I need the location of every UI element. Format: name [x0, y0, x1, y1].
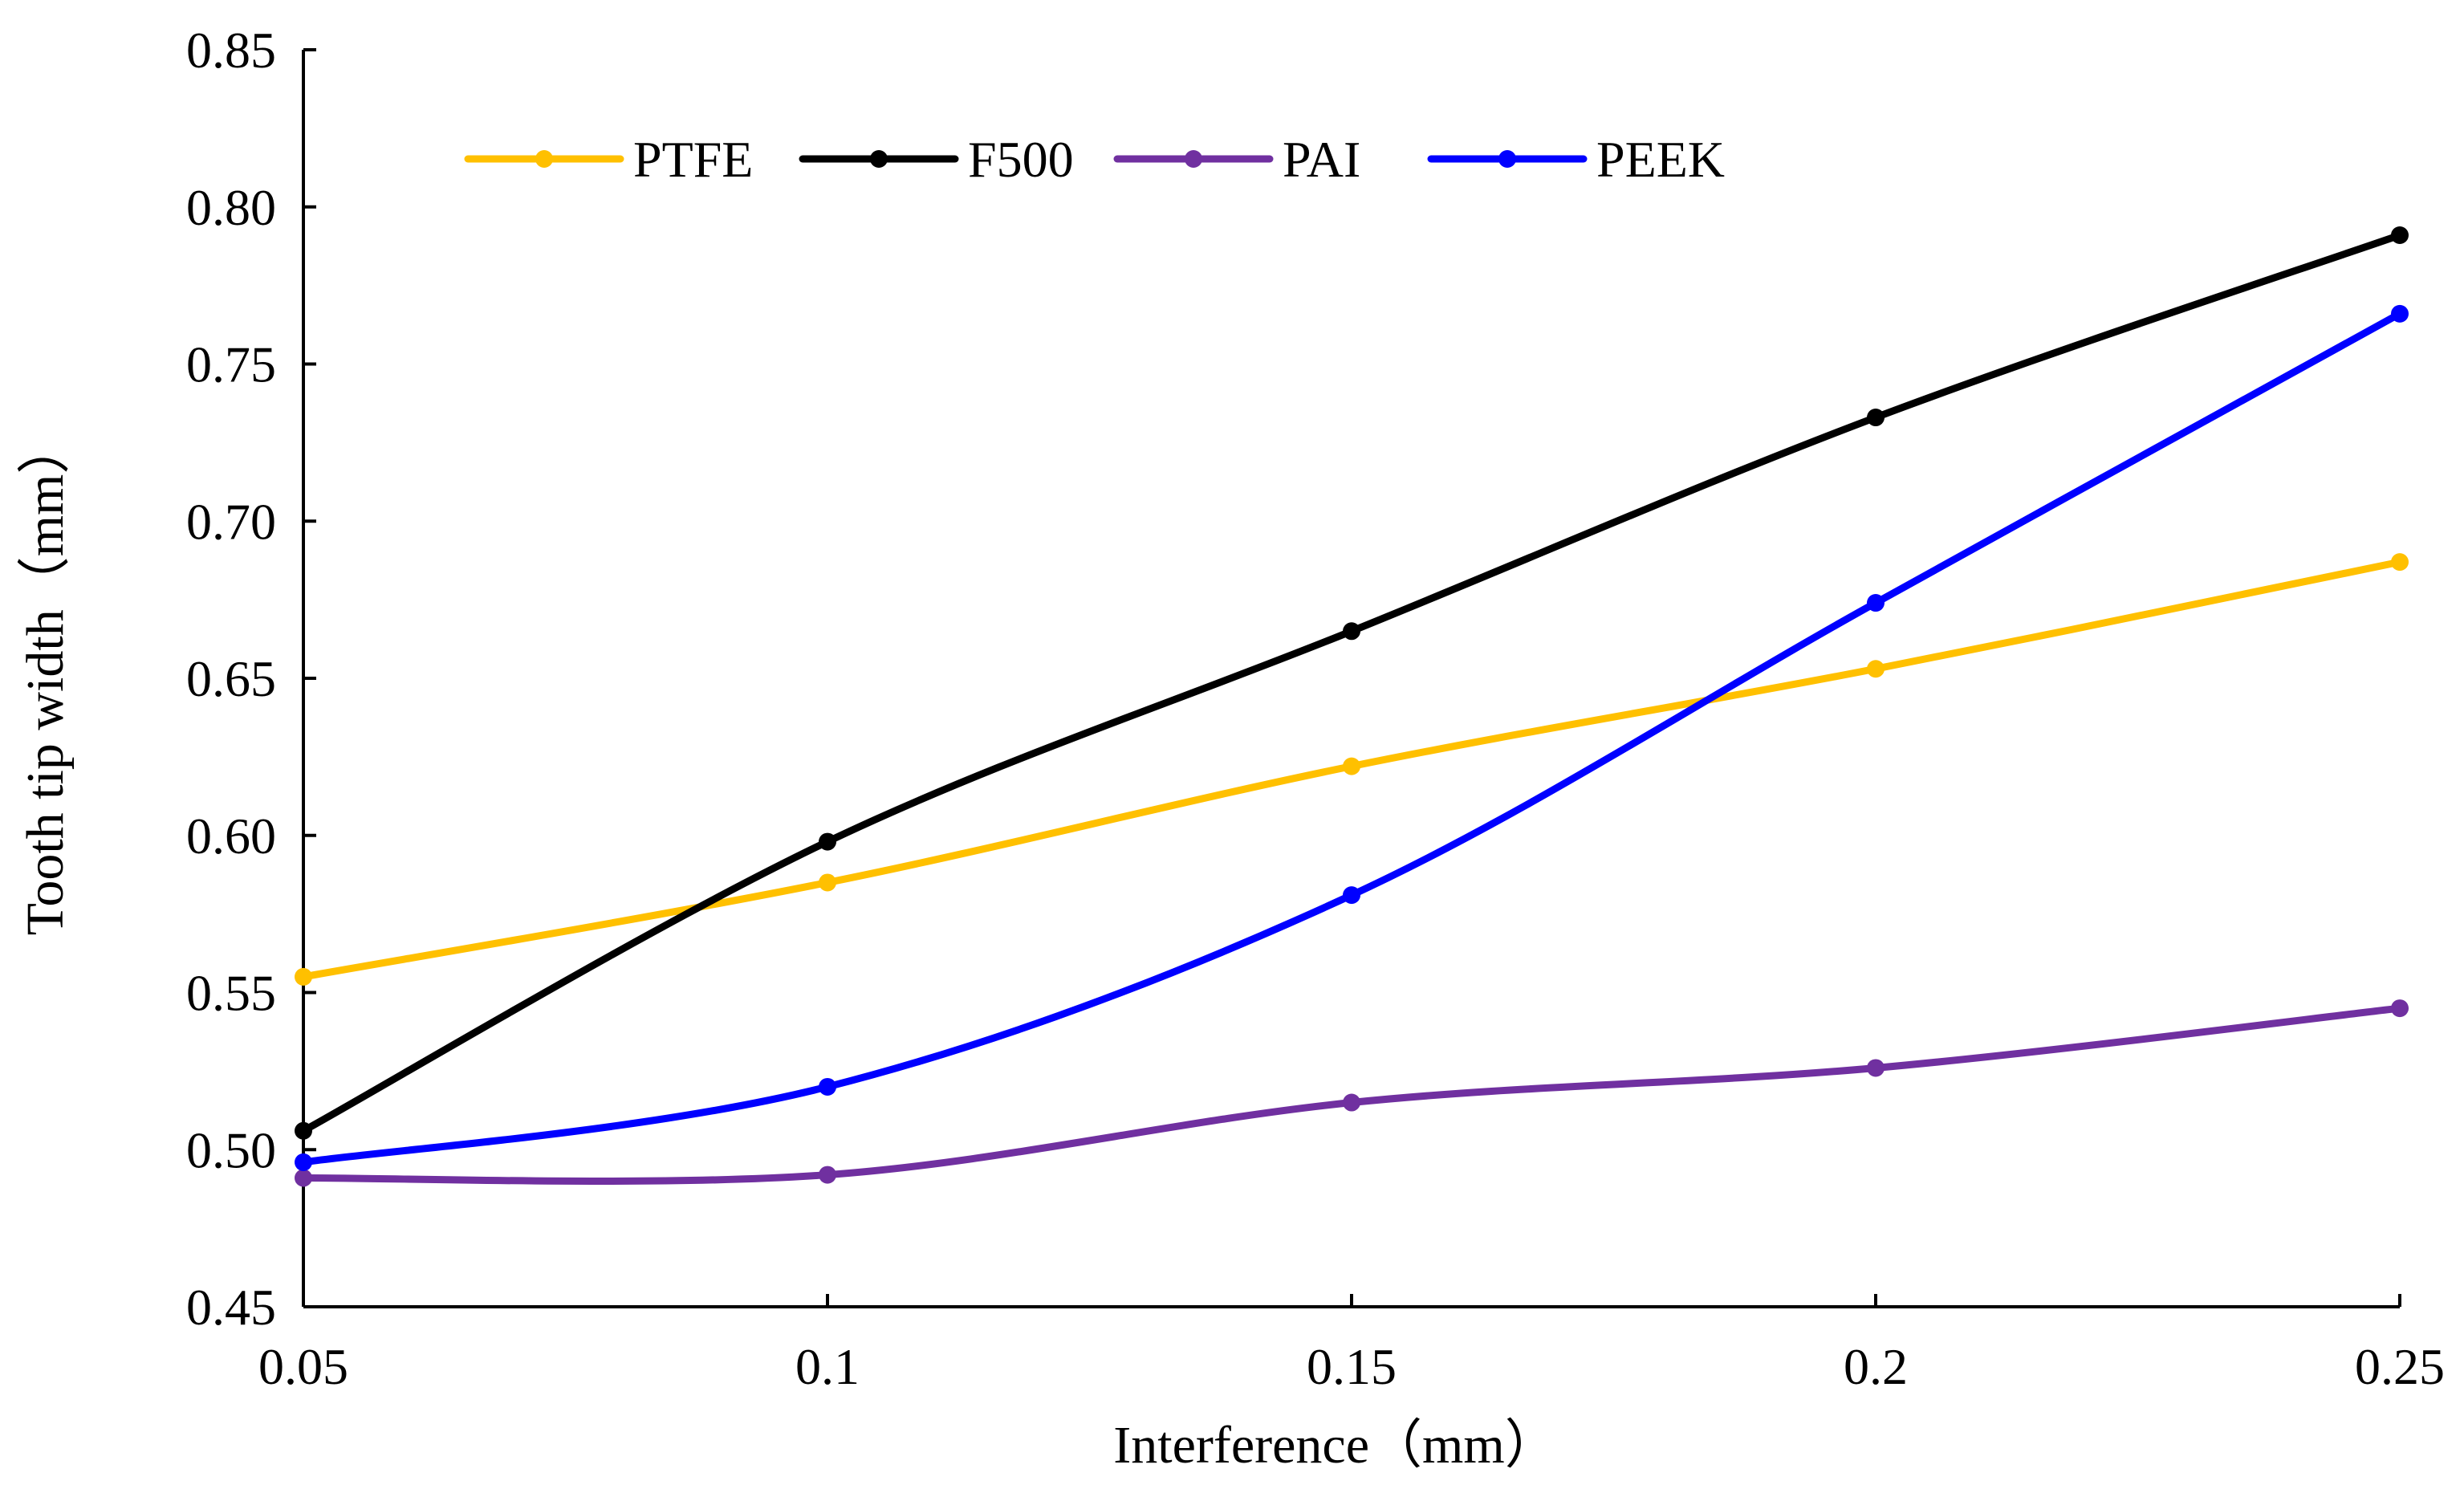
y-axis-title: Tooth tip width（mm）: [16, 421, 75, 936]
data-point-pai: [819, 1166, 836, 1184]
y-tick-label: 0.75: [186, 336, 276, 393]
y-ticks: 0.45 0.50 0.55 0.60 0.65 0.70 0.75 0.80 0.85: [186, 22, 316, 1336]
x-tick-label: 0.2: [1844, 1338, 1908, 1395]
data-point-f500: [819, 832, 836, 851]
legend-item-peek: PEEK: [1427, 131, 1725, 188]
data-point-pai: [295, 1169, 312, 1187]
legend-item-f500: F500: [799, 131, 1074, 188]
series-ptfe: [295, 553, 2409, 986]
legend-label-pai: PAI: [1283, 131, 1360, 188]
x-tick-label: 0.05: [258, 1338, 348, 1395]
data-point-ptfe: [1343, 757, 1360, 775]
x-tick-label: 0.25: [2355, 1338, 2445, 1395]
data-point-peek: [819, 1077, 836, 1096]
data-point-f500: [295, 1121, 312, 1140]
x-axis-title: Interference（mm）: [1113, 1416, 1557, 1475]
series-line-peek: [299, 310, 2404, 1166]
data-point-pai: [1343, 1093, 1360, 1112]
series-layer: [295, 226, 2409, 1187]
data-point-peek: [295, 1153, 312, 1171]
legend-marker-peek: [1498, 150, 1516, 168]
data-point-peek: [1343, 886, 1360, 905]
legend-item-ptfe: PTFE: [464, 131, 753, 188]
data-point-peek: [2391, 304, 2409, 323]
data-point-ptfe: [2391, 553, 2409, 572]
axes: [302, 50, 2400, 1308]
legend: PTFE F500 PAI PEEK: [464, 131, 1725, 188]
x-tick-label: 0.1: [795, 1338, 860, 1395]
series-line-f500: [299, 231, 2404, 1135]
data-point-ptfe: [1867, 660, 1885, 678]
series-f500: [295, 226, 2409, 1140]
y-tick-label: 0.50: [186, 1121, 276, 1178]
y-tick-label: 0.85: [186, 22, 276, 79]
legend-marker-ptfe: [535, 150, 553, 168]
series-peek: [295, 304, 2409, 1171]
y-tick-label: 0.60: [186, 808, 276, 865]
data-point-f500: [1867, 409, 1885, 427]
legend-item-pai: PAI: [1113, 131, 1360, 188]
legend-label-peek: PEEK: [1596, 131, 1725, 188]
y-tick-label: 0.65: [186, 650, 276, 707]
y-tick-label: 0.70: [186, 493, 276, 550]
data-point-f500: [2391, 226, 2409, 244]
y-tick-label: 0.45: [186, 1279, 276, 1336]
x-ticks: 0.05 0.1 0.15 0.2 0.25: [258, 1294, 2445, 1395]
data-point-ptfe: [819, 873, 836, 892]
legend-marker-f500: [870, 150, 888, 168]
x-tick-label: 0.15: [1307, 1338, 1397, 1395]
legend-label-ptfe: PTFE: [633, 131, 753, 188]
y-tick-label: 0.55: [186, 965, 276, 1022]
data-point-peek: [1867, 594, 1885, 612]
data-point-pai: [2391, 999, 2409, 1018]
y-tick-label: 0.80: [186, 179, 276, 236]
legend-label-f500: F500: [968, 131, 1074, 188]
legend-marker-pai: [1185, 150, 1202, 168]
data-point-pai: [1867, 1059, 1885, 1077]
data-point-f500: [1343, 622, 1360, 641]
series-pai: [295, 999, 2409, 1187]
data-point-ptfe: [295, 967, 312, 986]
